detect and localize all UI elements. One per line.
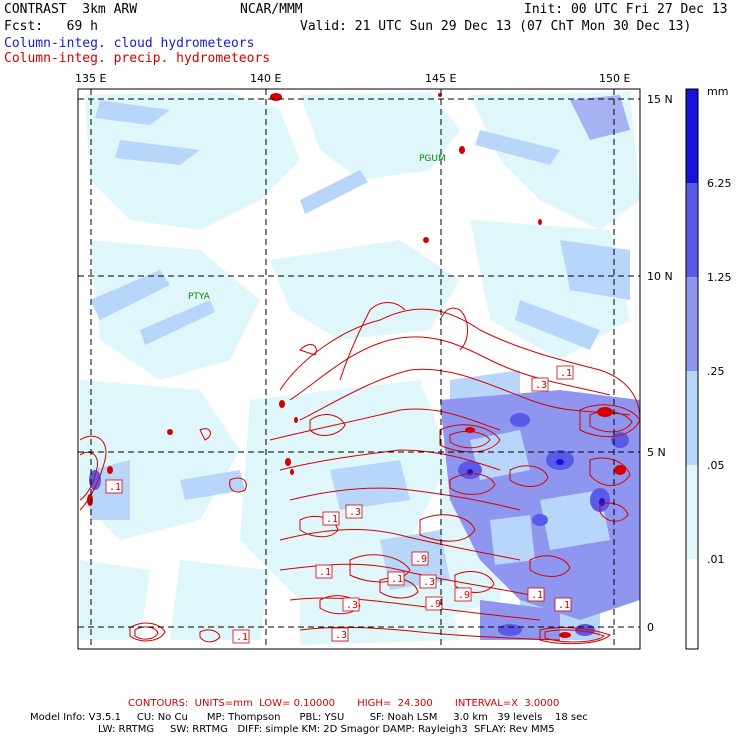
colorbar-tick: .25: [707, 365, 725, 378]
colorbar-tick: 1.25: [707, 271, 732, 284]
valid-time: Valid: 21 UTC Sun 29 Dec 13 (07 ChT Mon …: [300, 19, 692, 34]
contour-label: .9: [415, 554, 427, 565]
station-label-ptya: PTYA: [188, 292, 211, 302]
axis-labels: 135 E 140 E 145 E 150 E 15 N 10 N 5 N 0: [75, 72, 673, 634]
lon-label: 150 E: [599, 72, 630, 85]
model-info-line2: LW: RRTMG SW: RRTMG DIFF: simple KM: 2D …: [98, 724, 555, 735]
contour-info: CONTOURS: UNITS=mm LOW= 0.10000 HIGH= 24…: [128, 698, 560, 709]
lat-label: 15 N: [647, 93, 673, 106]
contour-label: .1: [109, 482, 121, 493]
map-frame: [77, 88, 641, 650]
precip-cells: [87, 93, 626, 638]
lon-label: 145 E: [425, 72, 456, 85]
contour-label: .3: [335, 630, 347, 641]
forecast-hour: Fcst: 69 h: [4, 19, 98, 34]
place-labels: PGUM PTYA: [188, 154, 446, 302]
contour-label: .1: [319, 567, 331, 578]
lat-label: 10 N: [647, 270, 673, 283]
contour-label: .1: [326, 514, 338, 525]
model-info-line1: Model Info: V3.5.1 CU: No Cu MP: Thompso…: [30, 712, 588, 723]
init-time: Init: 00 UTC Fri 27 Dec 13: [524, 2, 728, 17]
contour-label: .3: [349, 507, 361, 518]
field-cloud-label: Column-integ. cloud hydrometeors: [4, 36, 255, 51]
contour-label: .9: [429, 599, 441, 610]
lat-label: 0: [647, 621, 654, 634]
contour-label: .1: [558, 600, 570, 611]
colorbar-tick: .05: [707, 459, 725, 472]
center-name: NCAR/MMM: [240, 2, 303, 17]
contour-label: .9: [458, 590, 470, 601]
colorbar-tick: 6.25: [707, 177, 732, 190]
lat-lon-grid: [78, 89, 640, 649]
contour-label: .3: [535, 380, 547, 391]
colorbar-unit: mm: [707, 85, 728, 98]
precip-contours: [79, 302, 640, 645]
model-title: CONTRAST 3km ARW: [4, 2, 138, 17]
contour-label: .1: [391, 574, 403, 585]
contour-label: .1: [236, 632, 248, 643]
station-label-pgum: PGUM: [419, 154, 446, 164]
contour-label: .3: [423, 577, 435, 588]
contour-label: .1: [531, 590, 543, 601]
colorbar-tick: .01: [707, 553, 725, 566]
colorbar-labels: mm 6.25 1.25 .25 .05 .01: [707, 85, 732, 566]
colorbar: [685, 88, 699, 650]
lat-label: 5 N: [647, 446, 666, 459]
contour-label: .3: [346, 600, 358, 611]
contour-label-layer: .1 .3 .1 .3 .1 .1 .9 .1 .3 .3 .9 .9 .1 .…: [105, 365, 574, 644]
field-precip-label: Column-integ. precip. hydrometeors: [4, 51, 271, 66]
contour-label: .1: [560, 368, 572, 379]
lon-label: 140 E: [250, 72, 281, 85]
lon-label: 135 E: [75, 72, 106, 85]
